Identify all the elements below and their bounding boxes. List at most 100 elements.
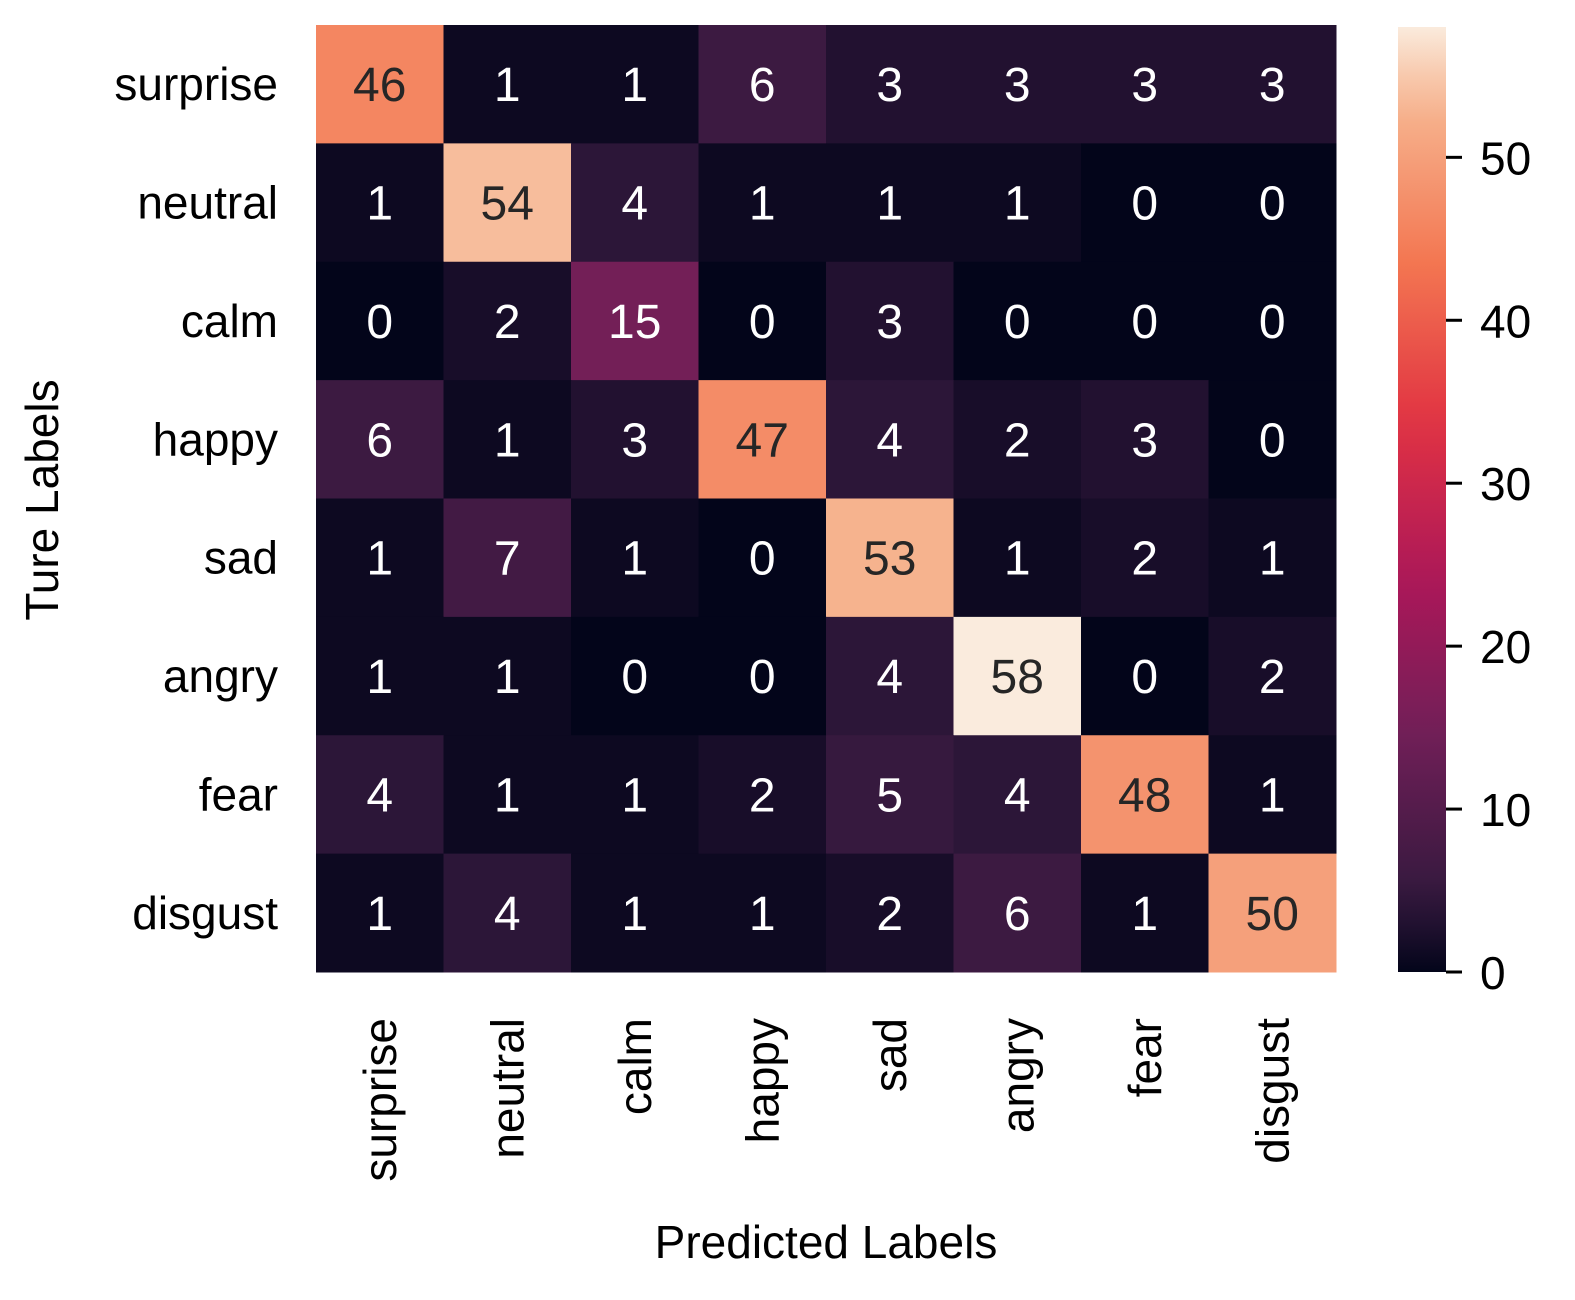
heatmap-cell bbox=[316, 261, 444, 381]
x-tick-label: surprise bbox=[354, 1018, 406, 1182]
heatmap-cell bbox=[698, 498, 827, 618]
heatmap-cell bbox=[826, 143, 954, 263]
heatmap-cell bbox=[826, 735, 954, 855]
heatmap-cell bbox=[571, 143, 699, 263]
cell-value-label: 1 bbox=[366, 888, 393, 941]
heatmap-cell bbox=[826, 616, 954, 736]
cell-value-label: 53 bbox=[863, 533, 916, 586]
cell-value-label: 2 bbox=[1004, 414, 1031, 467]
cell-value-label: 4 bbox=[621, 178, 648, 231]
cell-value-label: 1 bbox=[621, 888, 648, 941]
cell-value-label: 1 bbox=[621, 533, 648, 586]
heatmap-cell bbox=[1081, 616, 1209, 736]
cell-value-label: 3 bbox=[1259, 59, 1286, 112]
heatmap-cell bbox=[953, 380, 1082, 499]
cell-value-label: 2 bbox=[749, 769, 776, 822]
cell-value-label: 1 bbox=[621, 59, 648, 112]
cell-value-label: 3 bbox=[876, 59, 903, 112]
cell-value-label: 3 bbox=[621, 414, 648, 467]
cell-value-label: 2 bbox=[1259, 651, 1286, 704]
heatmap-cell bbox=[571, 853, 699, 973]
cell-value-label: 5 bbox=[876, 769, 903, 822]
colorbar-tick-label: 30 bbox=[1480, 458, 1531, 510]
cell-value-label: 0 bbox=[621, 651, 648, 704]
heatmap-cell bbox=[953, 25, 1082, 144]
cell-value-label: 0 bbox=[749, 296, 776, 349]
cell-value-label: 1 bbox=[366, 178, 393, 231]
heatmap-cell bbox=[1081, 853, 1209, 973]
heatmap-cell bbox=[953, 735, 1082, 855]
cell-value-label: 4 bbox=[366, 769, 393, 822]
y-tick-label: sad bbox=[204, 532, 278, 584]
cell-value-label: 3 bbox=[1131, 59, 1158, 112]
heatmap-cell bbox=[826, 498, 954, 618]
cell-value-label: 1 bbox=[749, 178, 776, 231]
cell-value-label: 0 bbox=[1131, 296, 1158, 349]
heatmap-cell bbox=[953, 143, 1082, 263]
cell-value-label: 1 bbox=[494, 651, 521, 704]
heatmap-cell bbox=[698, 616, 827, 736]
heatmap-cell bbox=[826, 380, 954, 499]
cell-value-label: 1 bbox=[494, 414, 521, 467]
heatmap-cell bbox=[698, 25, 827, 144]
heatmap-cell bbox=[1208, 261, 1337, 381]
heatmap-cell bbox=[826, 261, 954, 381]
y-tick-label: happy bbox=[153, 413, 278, 465]
cell-value-label: 1 bbox=[749, 888, 776, 941]
cell-value-label: 50 bbox=[1246, 888, 1299, 941]
heatmap-cell bbox=[1081, 25, 1209, 144]
heatmap-cell bbox=[953, 261, 1082, 381]
colorbar bbox=[1398, 27, 1446, 972]
y-axis-label: Ture Labels bbox=[16, 379, 68, 620]
cell-value-label: 1 bbox=[366, 651, 393, 704]
heatmap-cell bbox=[443, 143, 572, 263]
cell-value-label: 1 bbox=[1004, 178, 1031, 231]
heatmap-cell bbox=[826, 853, 954, 973]
heatmap-cell bbox=[443, 853, 572, 973]
cell-value-label: 4 bbox=[1004, 769, 1031, 822]
cell-value-label: 4 bbox=[494, 888, 521, 941]
heatmap-cell bbox=[571, 616, 699, 736]
heatmap-cell bbox=[1081, 498, 1209, 618]
cell-value-label: 0 bbox=[1259, 414, 1286, 467]
heatmap-cell bbox=[953, 616, 1082, 736]
heatmap-cell bbox=[571, 380, 699, 499]
cell-value-label: 4 bbox=[876, 414, 903, 467]
x-tick-label: neutral bbox=[481, 1018, 533, 1159]
colorbar-ticks: 0 10 20 30 40 50 bbox=[1446, 132, 1531, 999]
heatmap-cell bbox=[443, 616, 572, 736]
x-tick-label: calm bbox=[609, 1018, 661, 1115]
cell-value-label: 6 bbox=[1004, 888, 1031, 941]
heatmap-cell bbox=[316, 498, 444, 618]
cell-value-label: 46 bbox=[353, 59, 406, 112]
x-tick-label: happy bbox=[736, 1018, 788, 1143]
heatmap-cell bbox=[316, 616, 444, 736]
x-tick-label: angry bbox=[991, 1018, 1043, 1133]
cell-value-label: 2 bbox=[494, 296, 521, 349]
heatmap-cell bbox=[316, 143, 444, 263]
cell-value-label: 0 bbox=[749, 533, 776, 586]
heatmap-cell bbox=[698, 380, 827, 499]
cell-value-label: 3 bbox=[876, 296, 903, 349]
cell-value-label: 1 bbox=[494, 59, 521, 112]
cell-value-label: 0 bbox=[1131, 178, 1158, 231]
cell-value-label: 1 bbox=[876, 178, 903, 231]
heatmap-cell bbox=[698, 261, 827, 381]
x-tick-label: sad bbox=[864, 1018, 916, 1092]
heatmap-cell bbox=[316, 380, 444, 499]
y-tick-label: surprise bbox=[114, 58, 278, 110]
heatmap-cell bbox=[1208, 143, 1337, 263]
cell-value-label: 1 bbox=[366, 533, 393, 586]
heatmap-cell bbox=[698, 143, 827, 263]
heatmap-cell bbox=[953, 853, 1082, 973]
heatmap-cell bbox=[1081, 735, 1209, 855]
cell-value-label: 54 bbox=[481, 178, 534, 231]
x-tick-label: disgust bbox=[1246, 1018, 1298, 1164]
cell-value-label: 1 bbox=[621, 769, 648, 822]
colorbar-tick-label: 50 bbox=[1480, 132, 1531, 184]
heatmap-cell bbox=[1081, 261, 1209, 381]
heatmap-cell bbox=[1208, 498, 1337, 618]
heatmap-cell bbox=[443, 498, 572, 618]
y-tick-labels: surprise neutral calm happy sad angry fear disg… bbox=[114, 58, 278, 939]
heatmap-cell bbox=[826, 25, 954, 144]
